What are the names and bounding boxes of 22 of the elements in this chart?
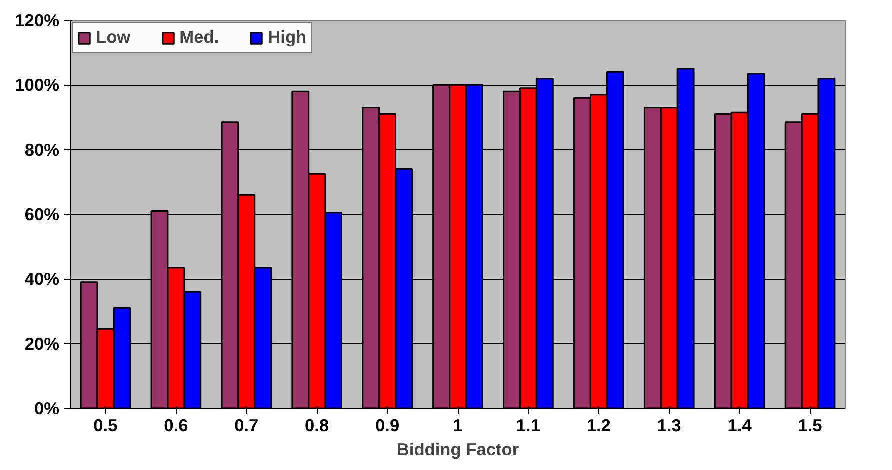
- y-tick-label: 40%: [24, 269, 60, 290]
- x-tick-label: 0.7: [234, 416, 259, 436]
- x-tick-label: 1.4: [728, 416, 752, 436]
- legend-label: High: [268, 27, 307, 48]
- x-tick-label: 1.3: [657, 416, 682, 436]
- x-tick-label: 0.9: [376, 416, 400, 436]
- x-tick-label: 1.2: [586, 416, 611, 436]
- y-tick-label: 80%: [24, 140, 60, 160]
- x-tick-label: 0.6: [164, 416, 189, 436]
- y-tick-label: 20%: [24, 334, 60, 354]
- x-tick-label: 0.5: [94, 416, 118, 436]
- y-tick-label: 120%: [15, 10, 60, 30]
- x-tick-label: 1.1: [516, 416, 541, 436]
- x-tick-label: 1: [453, 416, 464, 436]
- legend-label: Low: [96, 27, 131, 48]
- y-tick-label: 100%: [15, 75, 60, 96]
- legend-label: Med.: [180, 27, 220, 48]
- y-tick-label: 60%: [24, 204, 60, 224]
- x-tick-label: 1.5: [798, 416, 823, 436]
- x-axis-title: Bidding Factor: [396, 440, 520, 460]
- y-tick-label: 0%: [34, 398, 60, 418]
- x-tick-label: 0.8: [305, 416, 330, 436]
